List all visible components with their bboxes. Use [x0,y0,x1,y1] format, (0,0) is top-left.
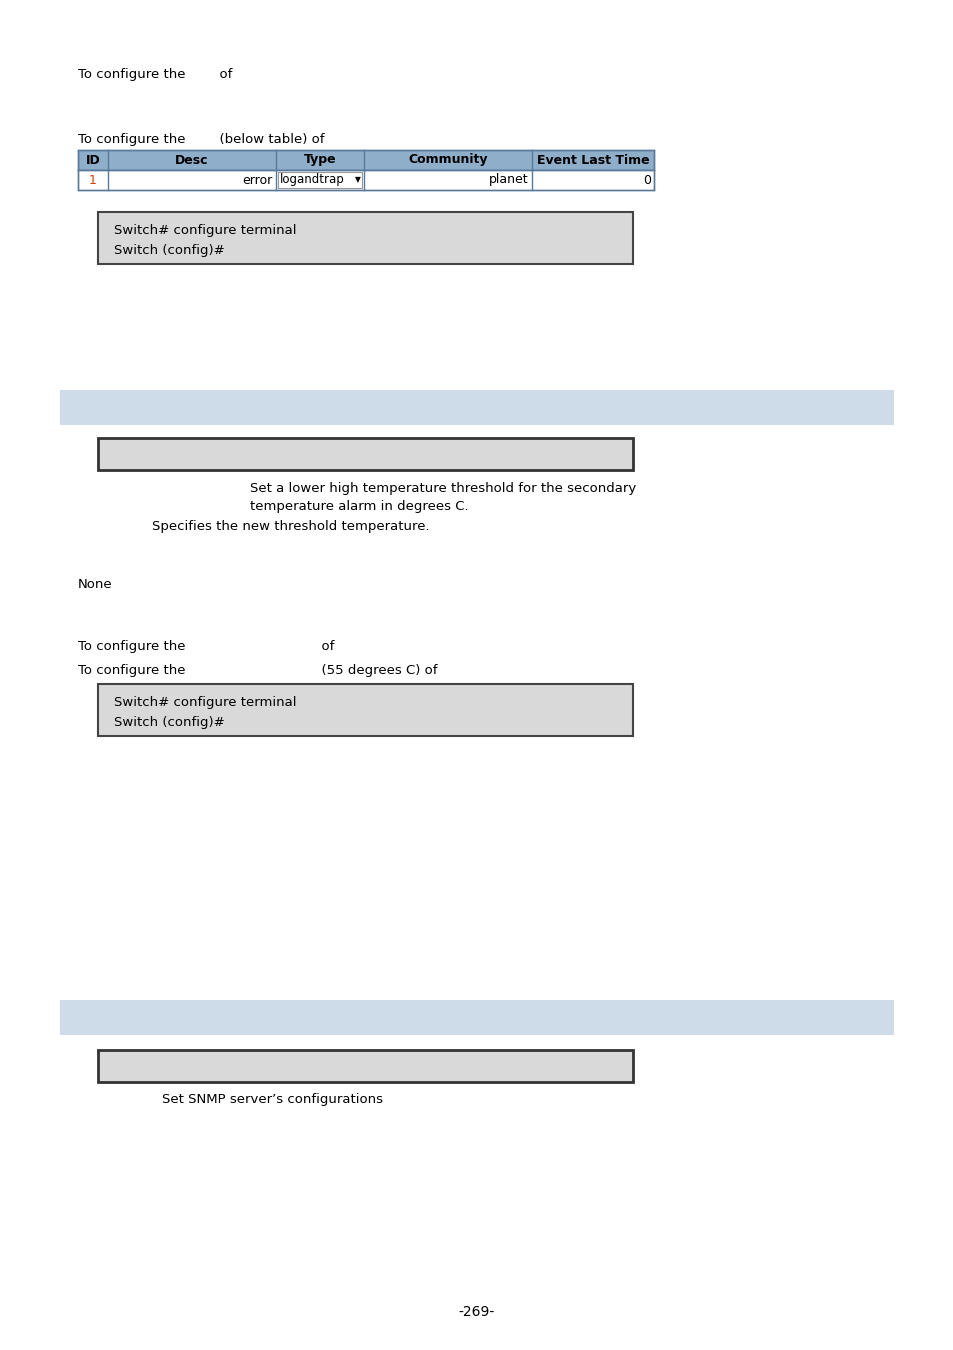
Text: To configure the        of: To configure the of [78,68,233,81]
Text: Set a lower high temperature threshold for the secondary: Set a lower high temperature threshold f… [250,482,636,495]
Text: None: None [78,578,112,591]
Text: logandtrap: logandtrap [280,174,344,186]
Bar [100,215,630,262]
Text: Switch (config)#: Switch (config)# [113,716,225,729]
Bar [78,170,654,190]
Text: Set SNMP server’s configurations: Set SNMP server’s configurations [162,1094,382,1106]
Text: Desc: Desc [175,154,209,166]
Bar [60,1000,893,1035]
Text: To configure the                                (55 degrees C) of: To configure the (55 degrees C) of [78,664,437,676]
Text: ▼: ▼ [355,176,360,185]
Text: Event Last Time: Event Last Time [537,154,649,166]
Text: 0: 0 [642,174,650,186]
Text: Community: Community [408,154,487,166]
Text: Specifies the new threshold temperature.: Specifies the new threshold temperature. [152,520,429,533]
Bar [277,171,361,188]
Text: planet: planet [489,174,529,186]
Bar [98,684,633,736]
Bar [78,150,654,170]
Text: ID: ID [86,154,100,166]
Text: Switch (config)#: Switch (config)# [113,244,225,256]
Bar [98,212,633,265]
Text: 1: 1 [89,174,97,186]
Text: -269-: -269- [458,1305,495,1319]
Bar [98,437,633,470]
Text: temperature alarm in degrees C.: temperature alarm in degrees C. [250,500,468,513]
Bar [100,686,630,734]
Text: To configure the                                of: To configure the of [78,640,334,653]
Bar [60,390,893,425]
Text: Switch# configure terminal: Switch# configure terminal [113,224,296,238]
Text: To configure the        (below table) of: To configure the (below table) of [78,134,324,146]
Text: Switch# configure terminal: Switch# configure terminal [113,697,296,709]
Bar [98,1050,633,1081]
Text: Type: Type [303,154,336,166]
Text: error: error [242,174,273,186]
